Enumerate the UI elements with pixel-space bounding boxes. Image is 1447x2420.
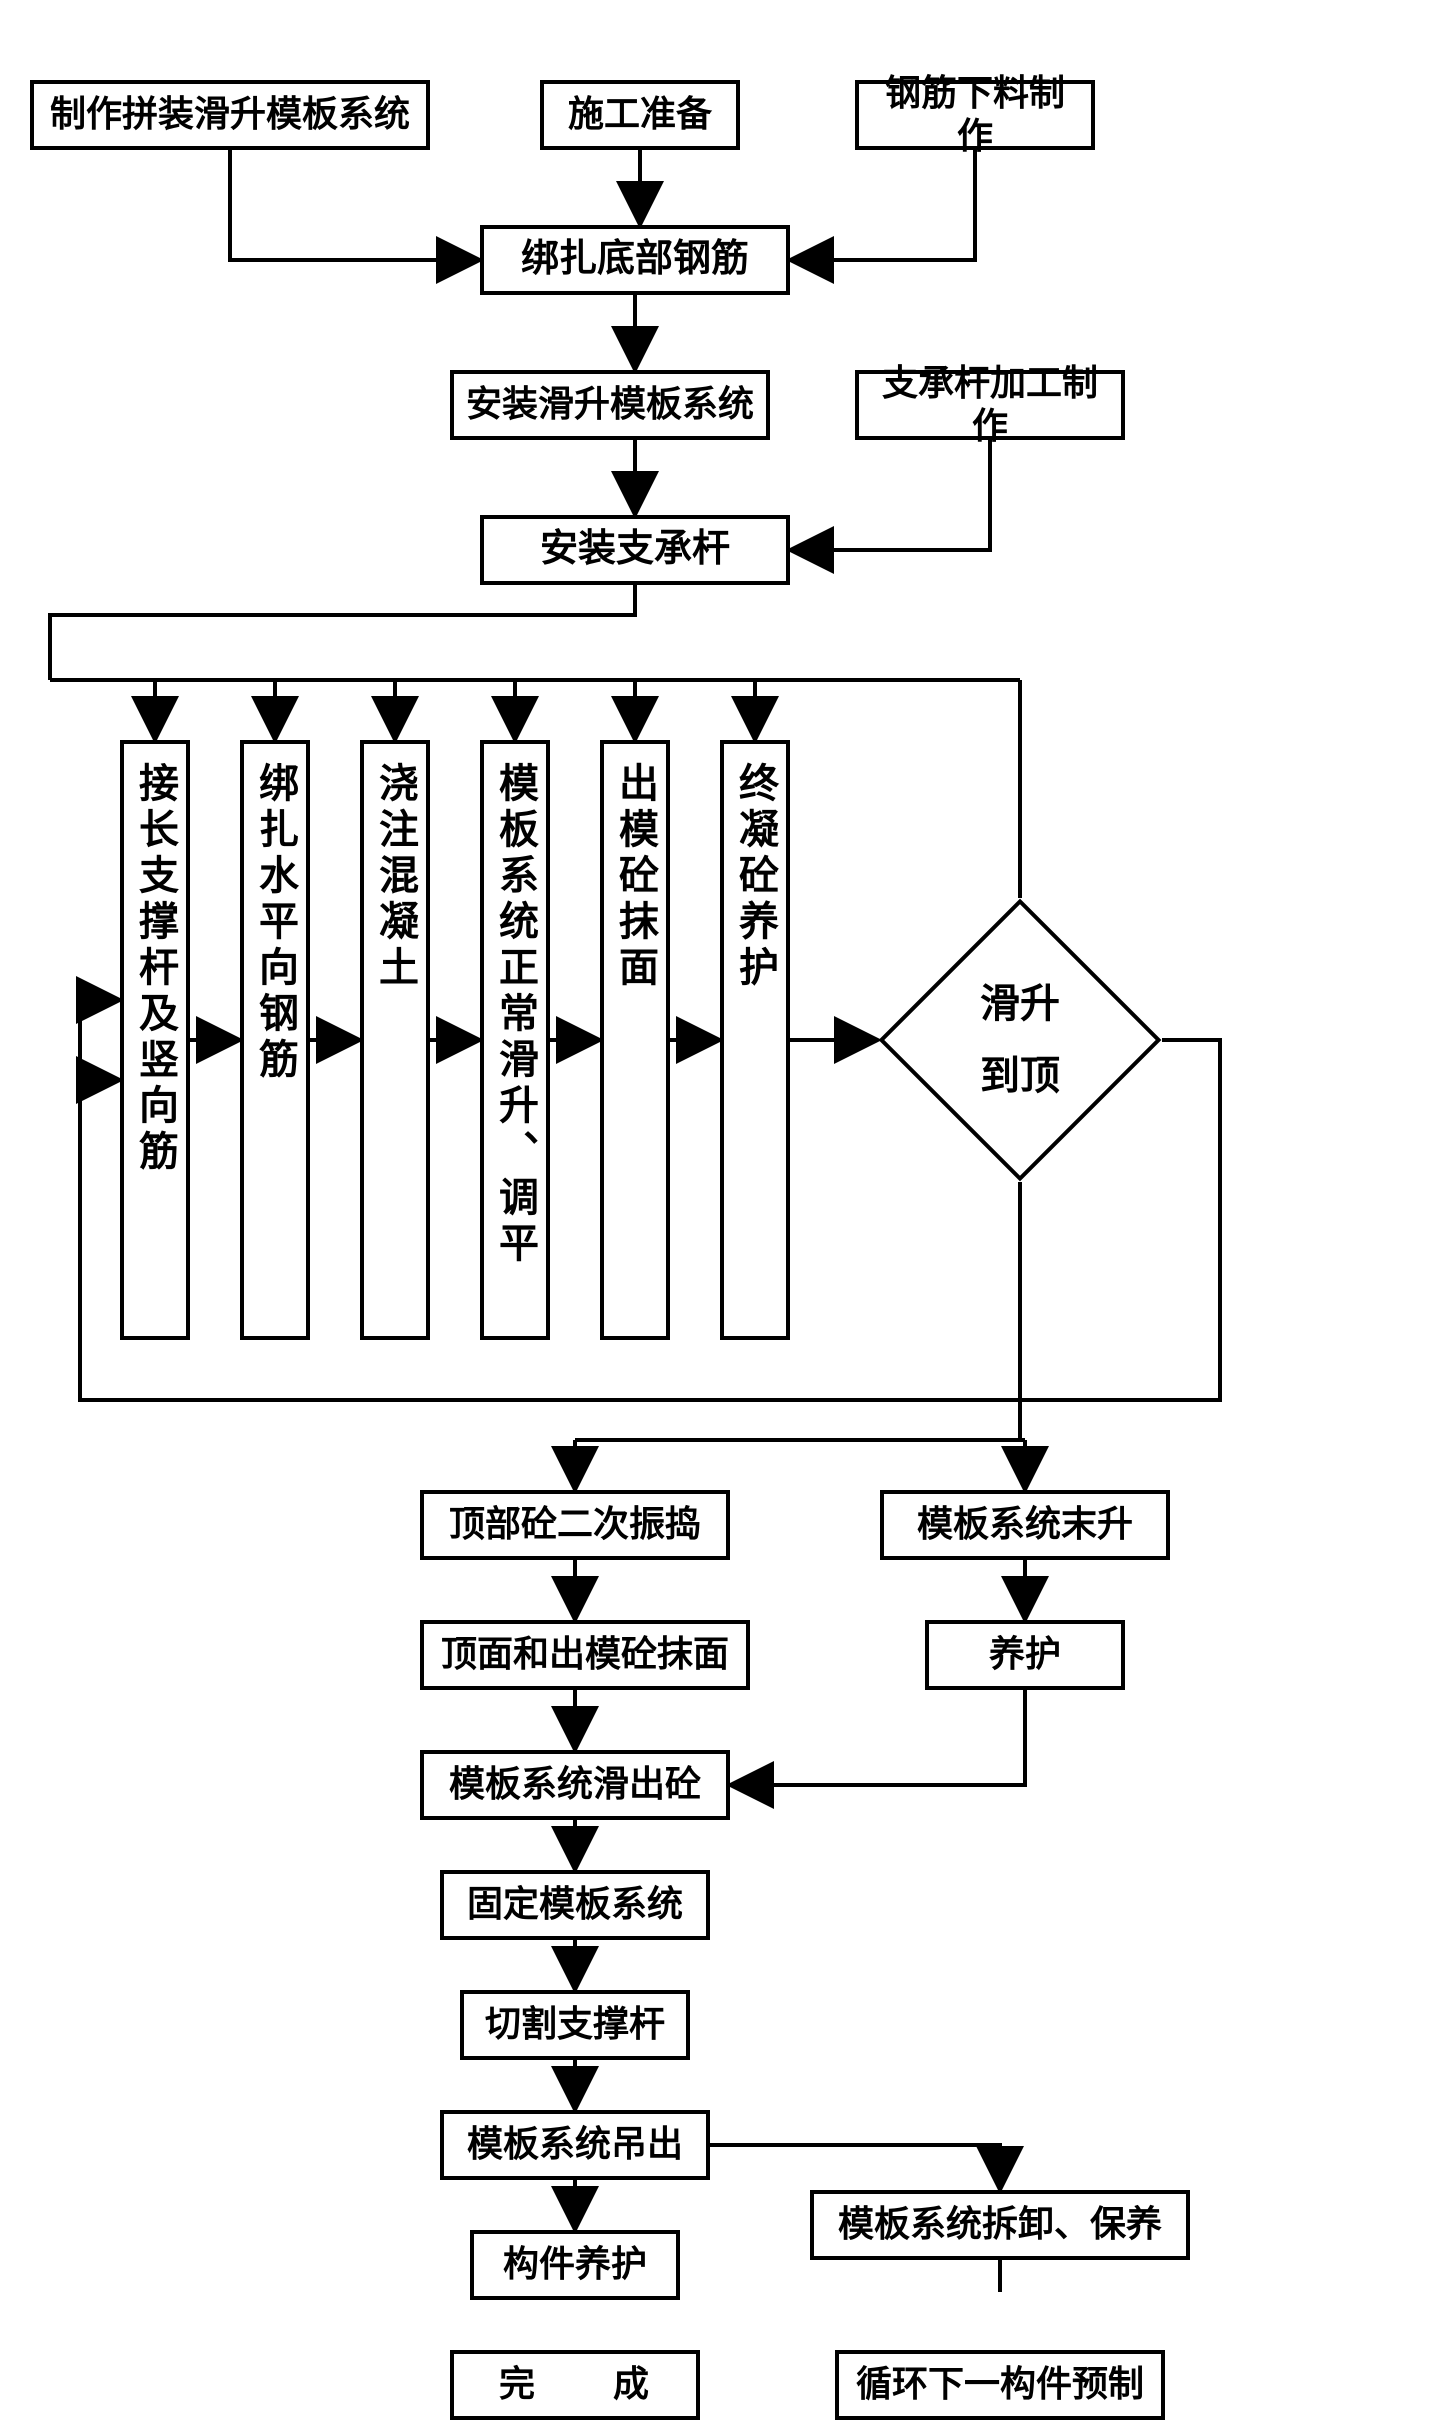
- label: 切割支撑杆: [485, 2003, 665, 2046]
- vnode-cure: 终凝砼养护: [720, 740, 790, 1340]
- label: 安装滑升模板系统: [466, 383, 754, 426]
- node-lift-out: 模板系统吊出: [440, 2110, 710, 2180]
- label: 制作拼装滑升模板系统: [50, 93, 410, 136]
- vnode-pour: 浇注混凝土: [360, 740, 430, 1340]
- label: 顶面和出模砼抹面: [441, 1633, 729, 1676]
- node-final-lift: 模板系统末升: [880, 1490, 1170, 1560]
- node-next-cycle: 循环下一构件预制: [835, 2350, 1165, 2420]
- node-cure2: 养护: [925, 1620, 1125, 1690]
- label: 出模砼抹面: [613, 762, 657, 992]
- node-rebar-cut: 钢筋下料制作: [855, 80, 1095, 150]
- vnode-tie-horizontal: 绑扎水平向钢筋: [240, 740, 310, 1340]
- label: 模板系统正常滑升、调平: [493, 762, 537, 1268]
- label: 循环下一构件预制: [856, 2363, 1144, 2406]
- label: 模板系统末升: [917, 1503, 1133, 1546]
- node-support-rod-fab: 支承杆加工制作: [855, 370, 1125, 440]
- node-top-trowel: 顶面和出模砼抹面: [420, 1620, 750, 1690]
- label: 模板系统拆卸、保养: [838, 2203, 1162, 2246]
- label: 固定模板系统: [467, 1883, 683, 1926]
- label: 顶部砼二次振捣: [449, 1503, 701, 1546]
- node-make-slipform: 制作拼装滑升模板系统: [30, 80, 430, 150]
- node-form-maint: 模板系统拆卸、保养: [810, 2190, 1190, 2260]
- flowchart-canvas: 制作拼装滑升模板系统 施工准备 钢筋下料制作 绑扎底部钢筋 安装滑升模板系统 支…: [20, 40, 1427, 2292]
- node-fix-form: 固定模板系统: [440, 1870, 710, 1940]
- label: 构件养护: [503, 2243, 647, 2286]
- decision-label: 滑升 到顶: [920, 970, 1120, 1110]
- node-install-support-rod: 安装支承杆: [480, 515, 790, 585]
- label: 终凝砼养护: [733, 762, 777, 992]
- label: 安装支承杆: [540, 527, 730, 573]
- label: 支承杆加工制作: [871, 362, 1109, 448]
- label: 绑扎底部钢筋: [521, 237, 749, 283]
- label: 模板系统滑出砼: [449, 1763, 701, 1806]
- node-prep: 施工准备: [540, 80, 740, 150]
- node-member-cure: 构件养护: [470, 2230, 680, 2300]
- label: 完 成: [499, 2363, 651, 2406]
- vnode-slide-level: 模板系统正常滑升、调平: [480, 740, 550, 1340]
- label: 施工准备: [568, 93, 712, 136]
- node-finish: 完 成: [450, 2350, 700, 2420]
- vnode-trowel: 出模砼抹面: [600, 740, 670, 1340]
- vnode-extend-support: 接长支撑杆及竖向筋: [120, 740, 190, 1340]
- label-line2: 到顶: [980, 1040, 1060, 1112]
- label: 绑扎水平向钢筋: [253, 762, 297, 1084]
- node-tie-bottom-rebar: 绑扎底部钢筋: [480, 225, 790, 295]
- label: 养护: [989, 1633, 1061, 1676]
- label: 浇注混凝土: [373, 762, 417, 992]
- node-cut-support: 切割支撑杆: [460, 1990, 690, 2060]
- label: 模板系统吊出: [467, 2123, 683, 2166]
- label-line1: 滑升: [980, 968, 1060, 1040]
- node-slide-out: 模板系统滑出砼: [420, 1750, 730, 1820]
- node-recompact: 顶部砼二次振捣: [420, 1490, 730, 1560]
- node-install-slipform: 安装滑升模板系统: [450, 370, 770, 440]
- label: 钢筋下料制作: [871, 72, 1079, 158]
- label: 接长支撑杆及竖向筋: [133, 762, 177, 1176]
